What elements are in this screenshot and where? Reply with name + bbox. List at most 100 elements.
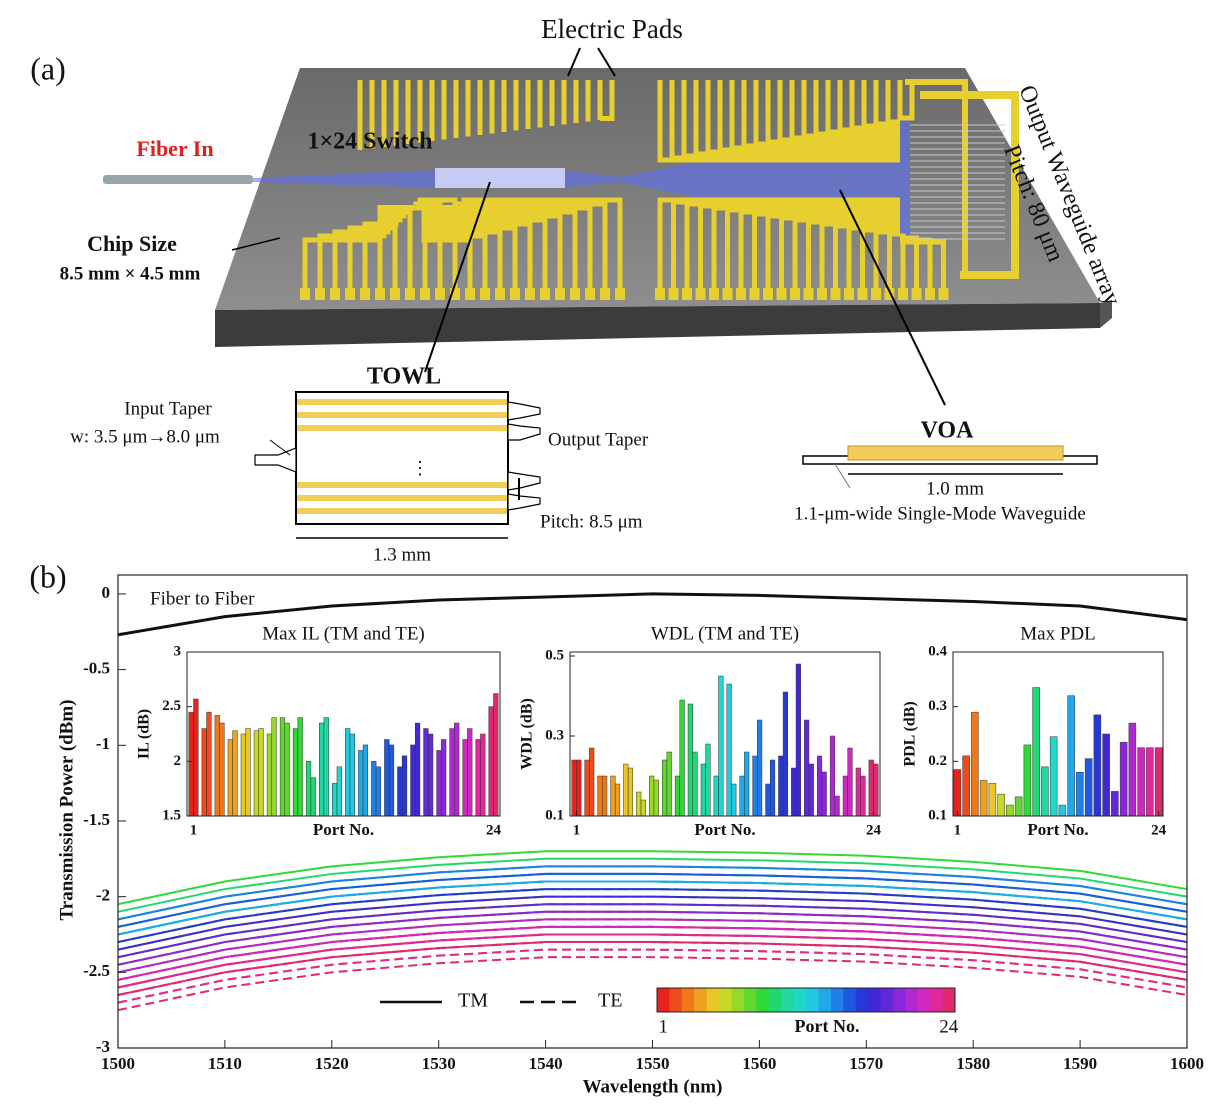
legend-label: TM (458, 990, 488, 1012)
bar (1119, 741, 1128, 817)
y-tick-label: 0.4 (928, 643, 947, 659)
bar (752, 755, 758, 817)
bar (493, 693, 499, 817)
panel-b: 1500 1510 1520 1530 1540 1550 1560 1570 1580 1590… (29, 558, 1204, 1097)
bar (640, 799, 646, 817)
bar (441, 739, 447, 817)
bar (292, 728, 299, 817)
bar (375, 766, 382, 817)
bar (449, 728, 455, 817)
bar (332, 782, 338, 817)
x-axis-label: Port No. (1027, 820, 1088, 839)
label: ⋮ (411, 458, 429, 478)
bar (718, 675, 724, 817)
pad (405, 288, 415, 300)
colorbar-cell (743, 988, 757, 1012)
x-tick-label: 1510 (208, 1054, 242, 1073)
pad (871, 288, 881, 300)
bar (610, 775, 616, 817)
line (117, 888, 1188, 944)
bar (227, 739, 233, 817)
bar (795, 663, 801, 817)
pad (615, 288, 625, 300)
y-tick-label: 1.5 (162, 807, 181, 823)
bar (271, 717, 277, 817)
line (117, 956, 1188, 1012)
input-taper (254, 447, 297, 473)
x-axis-label: Port No. (694, 820, 755, 839)
x-tick-label: 24 (1151, 822, 1167, 838)
pad (495, 288, 505, 300)
pad (722, 288, 733, 300)
pad (465, 288, 475, 300)
bar (829, 735, 836, 817)
bar (310, 777, 316, 817)
y-axis-label: PDL (dB) (902, 701, 919, 766)
bar (1058, 804, 1067, 817)
electrode (417, 197, 458, 296)
bar (868, 759, 874, 817)
colorbar-cell (657, 988, 670, 1012)
pad (898, 288, 908, 300)
bar (345, 728, 351, 817)
bar (318, 722, 325, 817)
bar (589, 747, 595, 817)
bar (467, 728, 473, 817)
electrode (453, 205, 593, 296)
line (117, 865, 1188, 921)
line (117, 910, 1188, 966)
bar (1006, 804, 1014, 817)
y-tick-label: 2.5 (162, 698, 181, 714)
electrode (461, 197, 623, 296)
bar (726, 683, 732, 817)
y-tick-label: 0 (102, 583, 111, 602)
bar (614, 783, 621, 817)
bar (627, 767, 634, 817)
pad (555, 288, 565, 300)
bar (713, 775, 719, 817)
bar (769, 759, 776, 817)
label: w: 3.5 μm→8.0 μm (70, 426, 220, 447)
pad (540, 288, 550, 300)
x-tick-label: 1570 (849, 1054, 883, 1073)
pad (585, 288, 595, 300)
bar (679, 699, 685, 817)
inset-frame (186, 651, 501, 817)
pad (938, 288, 949, 300)
arrow (597, 47, 616, 77)
pad (857, 288, 868, 300)
inset-area (187, 652, 500, 816)
colorbar-cell (942, 988, 956, 1012)
colorbar-frame (656, 987, 956, 1013)
bar (284, 722, 290, 817)
bar (1102, 733, 1110, 817)
bar (782, 691, 789, 817)
bar (674, 775, 681, 817)
y-tick-label: -2.5 (83, 961, 110, 980)
electrode (900, 80, 915, 121)
electrode (887, 231, 900, 296)
colorbar-cell (669, 988, 683, 1012)
bar (1067, 695, 1075, 817)
pointer (231, 237, 281, 251)
bar (323, 717, 329, 817)
bar (1041, 766, 1049, 817)
bar (649, 775, 655, 817)
colorbar-cell (830, 988, 844, 1012)
bar (602, 775, 608, 817)
electrode (421, 205, 473, 296)
inset-frame (569, 651, 881, 817)
bar (371, 761, 377, 817)
pad (830, 288, 841, 300)
x-axis-label: Wavelength (nm) (583, 1076, 723, 1097)
electrode (429, 205, 503, 296)
label: Chip Size (87, 231, 177, 256)
colorbar-cell (905, 988, 919, 1012)
bar (1137, 747, 1145, 817)
x-tick-label: 1520 (315, 1054, 349, 1073)
colorbar-cell (694, 988, 708, 1012)
pad (925, 288, 935, 300)
electrode (347, 205, 395, 296)
y-axis-label: IL (dB) (136, 709, 153, 759)
legend-label: TE (598, 990, 622, 1012)
